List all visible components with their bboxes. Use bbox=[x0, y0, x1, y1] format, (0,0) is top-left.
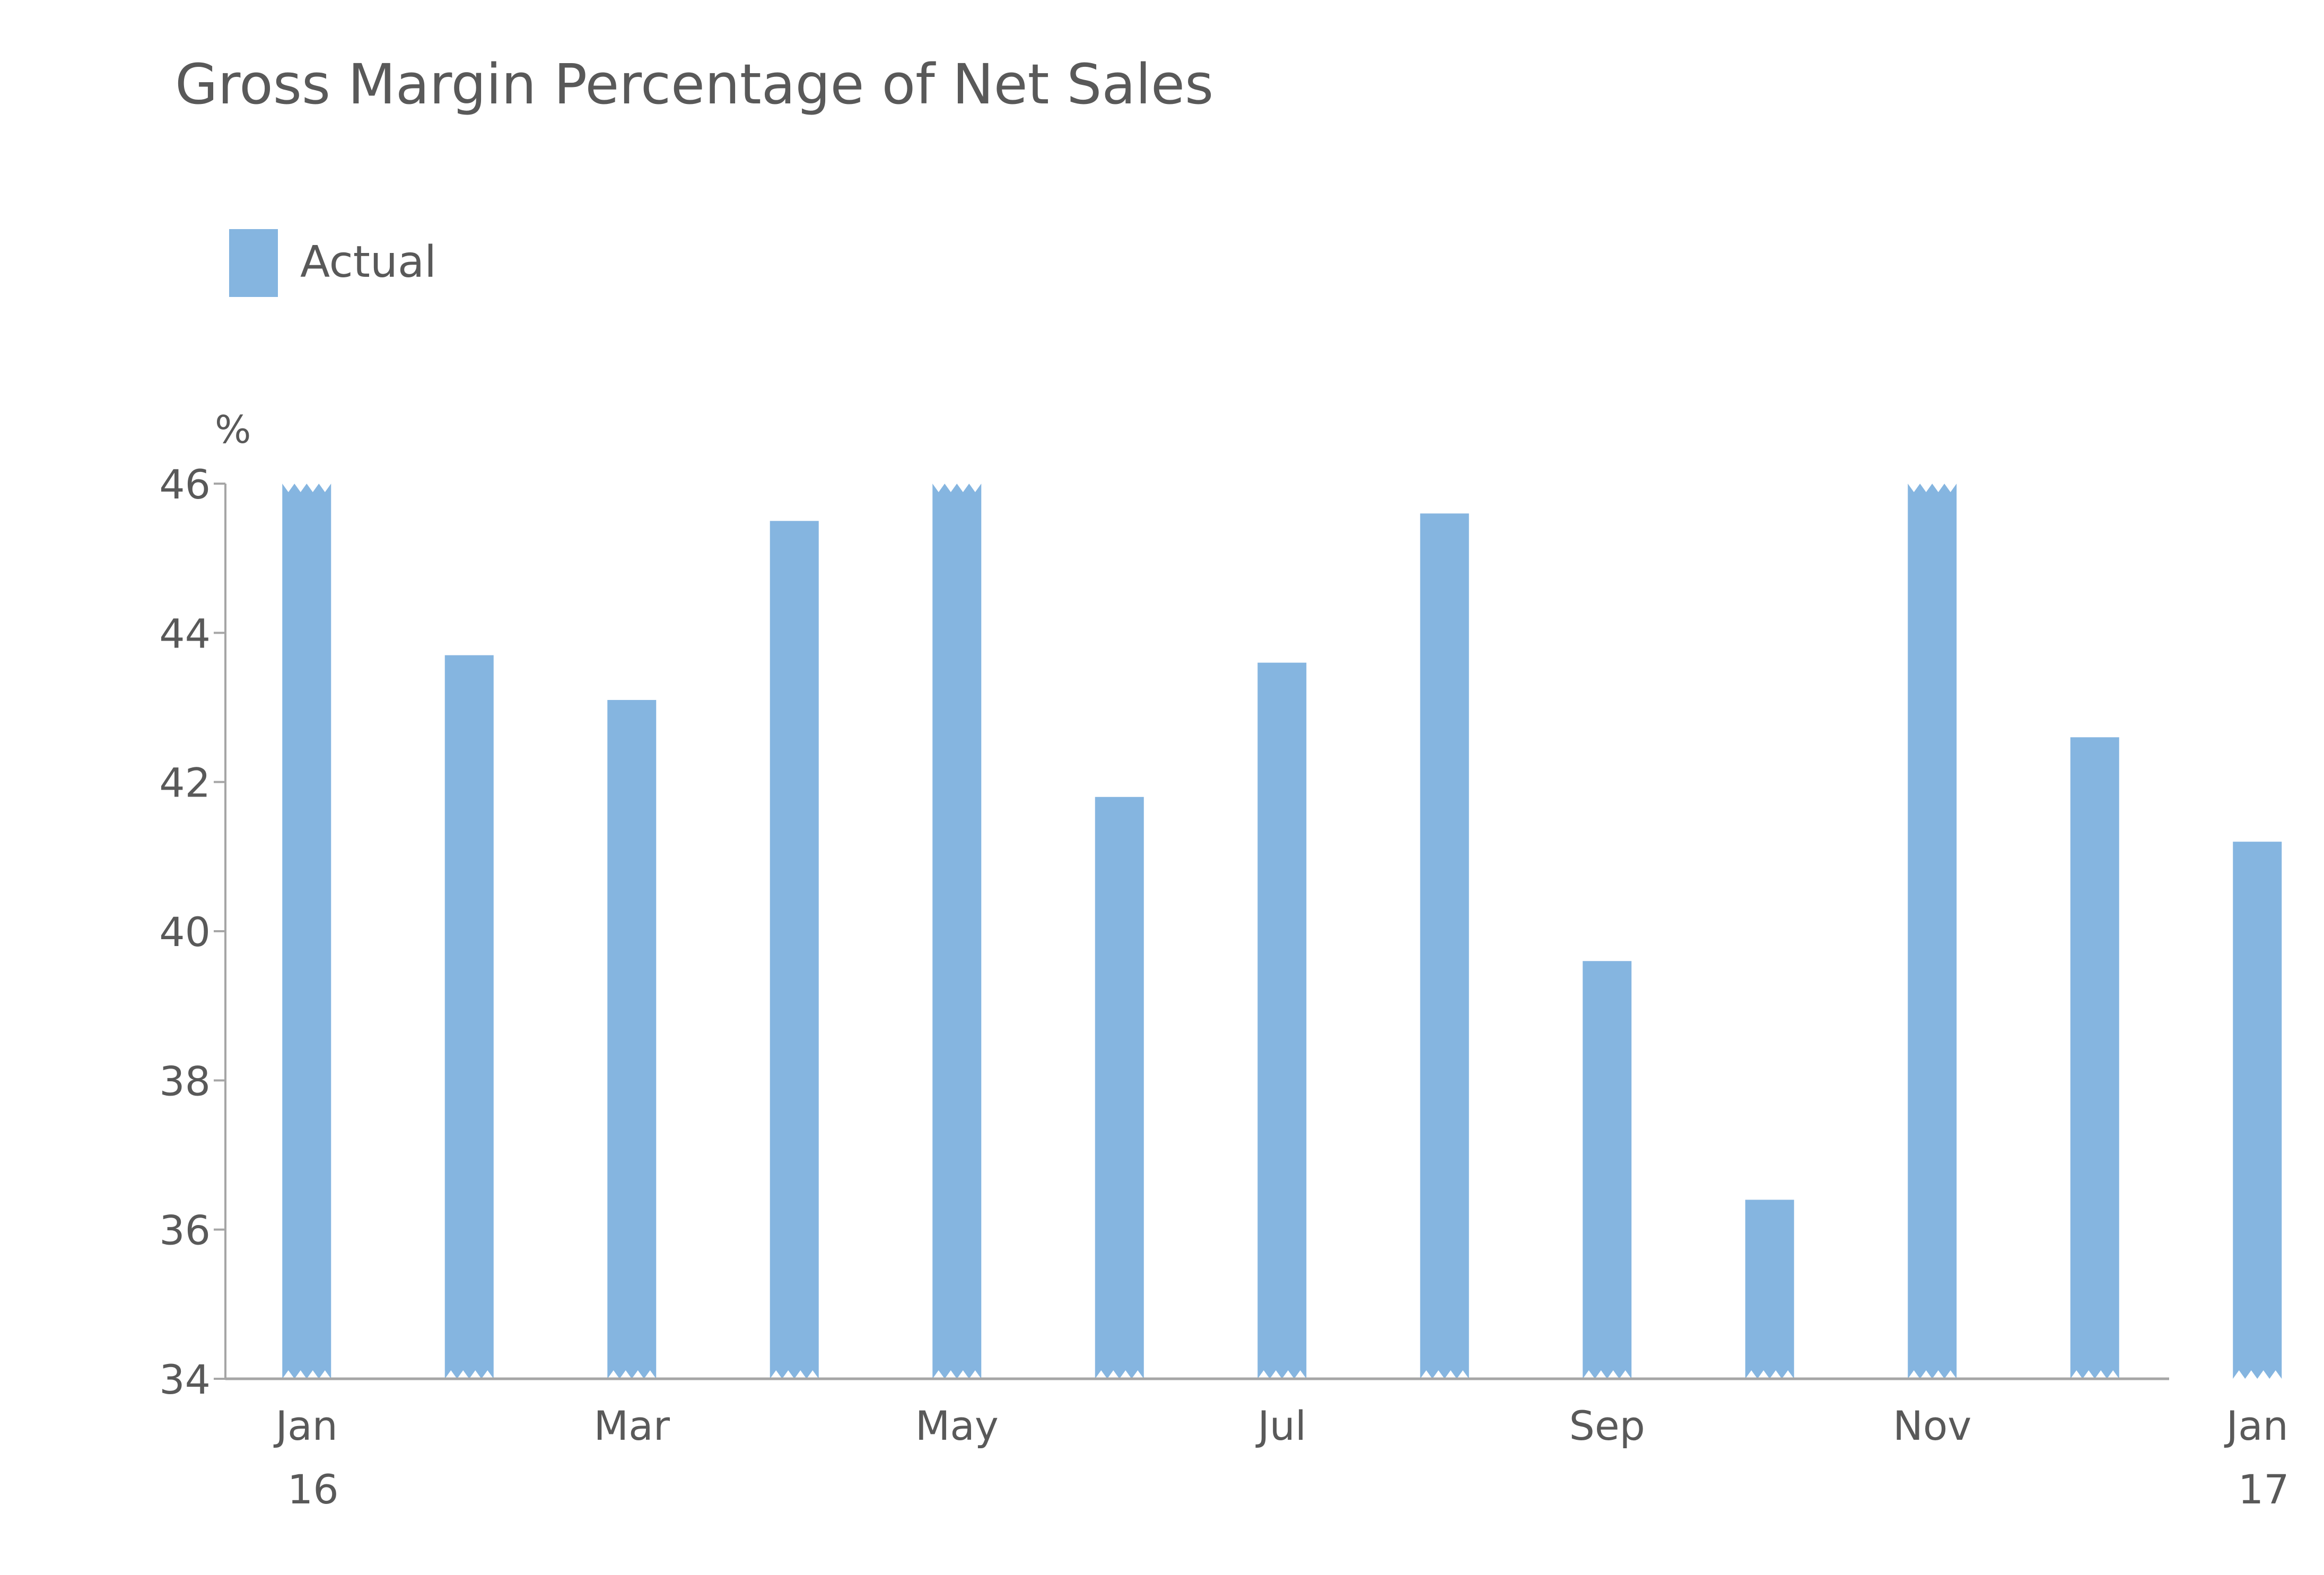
x-tick-label: Sep bbox=[1569, 1402, 1645, 1449]
x-tick-label: Jul bbox=[1255, 1402, 1306, 1449]
x-tick-label: May bbox=[915, 1402, 999, 1449]
x-tick-year-label: 17 bbox=[2238, 1466, 2290, 1513]
y-axis-unit-label: % bbox=[215, 407, 251, 452]
plot-area: 34363840424446Jan16MarMayJulSepNovJan17M… bbox=[159, 461, 2290, 1513]
y-tick-label: 34 bbox=[159, 1356, 211, 1403]
x-tick-label: Jan bbox=[274, 1402, 338, 1449]
bar bbox=[1257, 662, 1307, 1379]
chart-title: Gross Margin Percentage of Net Sales bbox=[175, 52, 1213, 117]
bar bbox=[2233, 842, 2282, 1379]
bar bbox=[1583, 961, 1632, 1379]
y-tick-label: 38 bbox=[159, 1057, 211, 1105]
bar bbox=[1420, 513, 1469, 1379]
bar bbox=[282, 484, 331, 1379]
bar bbox=[1095, 797, 1144, 1379]
bar-clip-mark bbox=[1908, 484, 1957, 492]
y-tick-label: 42 bbox=[159, 759, 211, 807]
bar-clip-mark bbox=[932, 484, 982, 492]
bar bbox=[607, 699, 657, 1379]
bar bbox=[1908, 484, 1957, 1379]
legend-swatch-actual bbox=[229, 229, 278, 297]
bar bbox=[2070, 737, 2119, 1379]
bar bbox=[770, 521, 819, 1379]
bar bbox=[932, 484, 982, 1379]
bar bbox=[1745, 1200, 1794, 1379]
bar-clip-mark bbox=[282, 484, 331, 492]
y-tick-label: 46 bbox=[159, 461, 211, 508]
bar bbox=[444, 655, 494, 1379]
y-tick-label: 44 bbox=[159, 610, 211, 657]
y-tick-label: 40 bbox=[159, 908, 211, 956]
legend-label-actual: Actual bbox=[300, 237, 436, 287]
x-tick-year-label: 16 bbox=[287, 1466, 339, 1513]
x-tick-label: Mar bbox=[594, 1402, 670, 1449]
legend: Actual bbox=[229, 229, 436, 297]
bar-break-mark bbox=[2233, 1370, 2282, 1379]
x-tick-label: Nov bbox=[1893, 1402, 1971, 1449]
x-tick-label: Jan bbox=[2224, 1402, 2288, 1449]
y-tick-label: 36 bbox=[159, 1207, 211, 1254]
